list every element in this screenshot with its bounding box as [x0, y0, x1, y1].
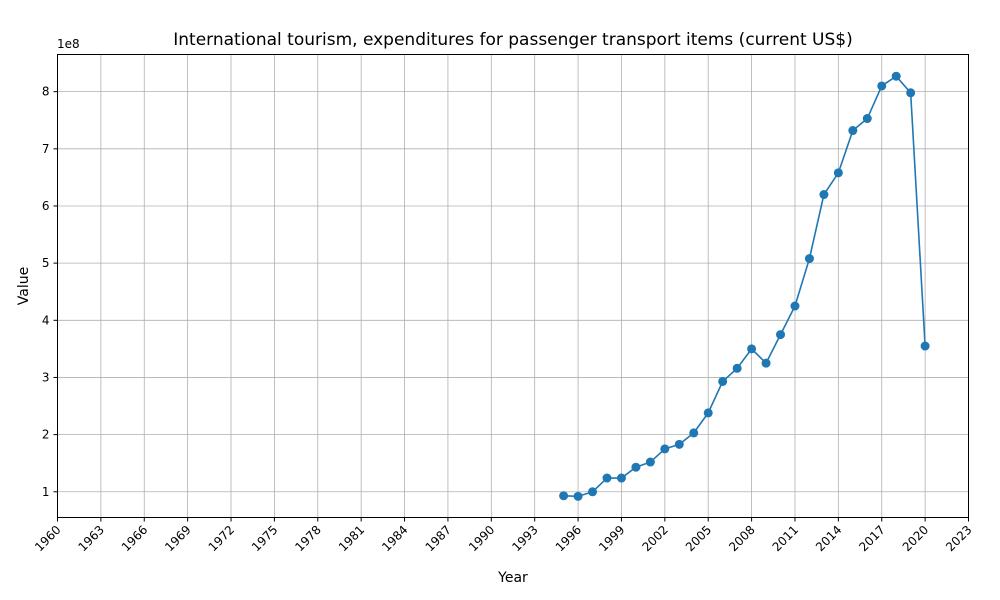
- x-tick-label: 1984: [379, 523, 410, 554]
- data-point: [747, 344, 757, 354]
- x-tick-label: 1960: [32, 523, 63, 554]
- data-point: [689, 428, 699, 438]
- data-point: [732, 363, 742, 373]
- data-point: [848, 126, 858, 136]
- data-point: [703, 408, 713, 418]
- data-point: [891, 71, 901, 81]
- x-tick-label: 1996: [553, 523, 584, 554]
- x-tick-label: 1987: [423, 523, 454, 554]
- y-tick-label: 2: [42, 428, 50, 442]
- x-tick-label: 1978: [292, 523, 323, 554]
- data-point: [877, 81, 887, 91]
- data-point: [573, 491, 583, 501]
- y-tick-label: 7: [42, 142, 50, 156]
- data-point: [790, 301, 800, 311]
- y-tick-label: 5: [42, 256, 50, 270]
- x-tick-label: 2023: [943, 523, 974, 554]
- data-point: [906, 88, 916, 98]
- data-point: [862, 114, 872, 124]
- data-point: [674, 439, 684, 449]
- x-tick-label: 1975: [249, 523, 280, 554]
- x-tick-label: 2011: [770, 523, 801, 554]
- data-point: [776, 330, 786, 340]
- x-tick-label: 1993: [509, 523, 540, 554]
- data-point: [645, 457, 655, 467]
- data-point: [819, 190, 829, 200]
- x-tick-label: 1990: [466, 523, 497, 554]
- data-point: [631, 462, 641, 472]
- data-point: [920, 341, 930, 351]
- y-axis-scale-label: 1e8: [57, 37, 80, 51]
- data-series: [559, 71, 930, 501]
- y-tick-label: 8: [42, 85, 50, 99]
- data-point: [761, 358, 771, 368]
- x-tick-label: 2005: [683, 523, 714, 554]
- plot-frame: [57, 54, 969, 518]
- data-point: [602, 473, 612, 483]
- x-tick-label: 1972: [206, 523, 237, 554]
- x-tick-label: 2002: [639, 523, 670, 554]
- x-tick-label: 1969: [162, 523, 193, 554]
- x-axis-label: Year: [497, 570, 528, 586]
- y-tick-label: 6: [42, 199, 50, 213]
- data-point: [559, 491, 569, 501]
- x-tick-label: 1966: [119, 523, 150, 554]
- y-tick-label: 1: [42, 485, 50, 499]
- x-tick-label: 2008: [726, 523, 757, 554]
- chart-title: International tourism, expenditures for …: [173, 30, 852, 50]
- x-axis-ticks: 1960 1963 1966 1969 1972 1975 1978 1981 1984 1987…: [32, 517, 975, 554]
- y-axis-label: Value: [16, 267, 32, 305]
- x-tick-label: 2017: [856, 523, 887, 554]
- x-tick-label: 2014: [813, 523, 844, 554]
- data-point: [588, 487, 598, 497]
- x-tick-label: 1981: [336, 523, 367, 554]
- data-point: [616, 473, 626, 483]
- x-tick-label: 2020: [900, 523, 931, 554]
- y-tick-label: 4: [42, 313, 50, 327]
- x-tick-label: 1963: [76, 523, 107, 554]
- series-line: [563, 75, 926, 498]
- y-axis-ticks: 1 2 3 4 5 6 7 8: [42, 85, 58, 499]
- y-tick-label: 3: [42, 370, 50, 384]
- data-point: [660, 444, 670, 454]
- data-point: [718, 376, 728, 386]
- data-point: [804, 254, 814, 264]
- grid: [57, 54, 969, 518]
- data-point: [833, 168, 843, 178]
- x-tick-label: 1999: [596, 523, 627, 554]
